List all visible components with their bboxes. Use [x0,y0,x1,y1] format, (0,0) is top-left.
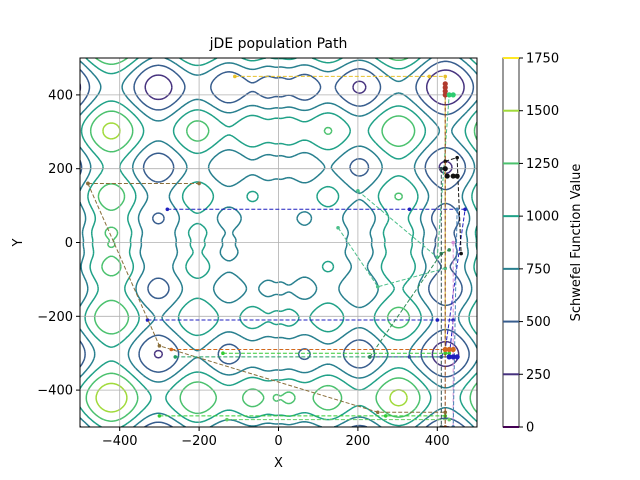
population-marker [450,346,456,353]
x-tick-label: 200 [345,434,370,449]
x-tick-label: −400 [102,434,138,449]
path-point [443,410,448,415]
colorbar-tick-label: 1000 [526,210,559,225]
path-point [383,414,388,418]
colorbar-tick-label: 1250 [526,157,559,172]
path-point [173,355,178,359]
contour-level-250 [80,69,465,427]
path-point [375,284,380,289]
population-marker [446,346,452,353]
population-path-1 [167,208,466,358]
population-path-5 [87,183,446,413]
path-point [336,225,340,230]
path-point [169,347,174,352]
contour-level-1250 [85,58,477,422]
path-point [455,207,459,212]
path-point [455,155,459,160]
path-point [225,417,229,422]
grid-layer [80,58,477,427]
path-point [443,351,448,356]
population-marker [442,88,448,94]
population-marker [446,354,452,360]
path-point [447,351,452,356]
population-marker [446,92,452,98]
population-path-16 [452,209,458,427]
path-point [443,266,448,271]
path-point [427,74,432,79]
path-point [157,414,162,418]
path-point [233,74,237,79]
y-axis-ticks: −400 −200 0 200 400 [37,88,80,399]
path-point [463,207,467,212]
population-marker [450,354,456,360]
marker-layer [442,81,460,360]
population-path-0 [234,75,446,354]
path-point [197,181,201,186]
y-tick-label: 400 [48,88,73,103]
population-marker [450,92,456,98]
path-point [439,166,444,171]
path-point [86,181,90,186]
colorbar-frame [502,57,520,428]
population-path-11 [357,94,454,259]
x-axis-ticks: −400 −200 0 200 400 [102,427,450,449]
population-marker [442,81,448,87]
colorbar-tick-label: 1500 [526,104,559,119]
y-tick-label: −400 [37,384,73,399]
population-marker [454,354,460,360]
population-marker [442,84,448,91]
path-point [165,207,170,212]
y-axis-label: Y [11,238,26,247]
population-marker [442,92,448,98]
path-point [221,351,225,356]
population-marker [444,173,450,179]
path-point [451,240,455,245]
colorbar-tick-label: 0 [526,421,534,436]
path-point [447,248,452,252]
population-path-14 [445,156,462,254]
population-marker [442,166,448,172]
colorbar-tick-label: 500 [526,315,551,330]
path-point [435,318,440,322]
colorbar: 0 250 500 750 1000 1250 1500 1750 [502,52,559,436]
path-point [368,355,372,359]
path-point [407,207,412,212]
y-tick-label: 0 [65,236,73,251]
path-point [443,74,448,79]
y-tick-label: 200 [48,162,73,177]
population-marker [450,173,456,179]
x-tick-label: −200 [181,434,217,449]
colorbar-label: Schwefel Function Value [569,164,584,322]
population-path-12 [337,227,446,288]
path-point [459,251,463,256]
colorbar-tick-label: 750 [526,262,551,277]
contour-level-750 [80,58,477,427]
population-marker [442,346,448,353]
colorbar-tick-label: 250 [526,368,551,383]
x-tick-label: 0 [274,434,282,449]
path-layer [86,74,467,427]
chart-title: jDE population Path [209,36,348,52]
path-point [451,318,455,322]
population-marker [454,173,460,179]
x-axis-label: X [274,456,283,471]
contour-level-1500 [95,122,408,413]
path-point [443,159,448,164]
x-tick-label: 400 [425,434,450,449]
colorbar-tick-label: 1750 [526,52,559,67]
path-point [157,344,162,348]
path-point [356,189,360,193]
path-point [447,417,452,422]
y-tick-label: −200 [37,310,73,325]
path-point [375,410,380,415]
